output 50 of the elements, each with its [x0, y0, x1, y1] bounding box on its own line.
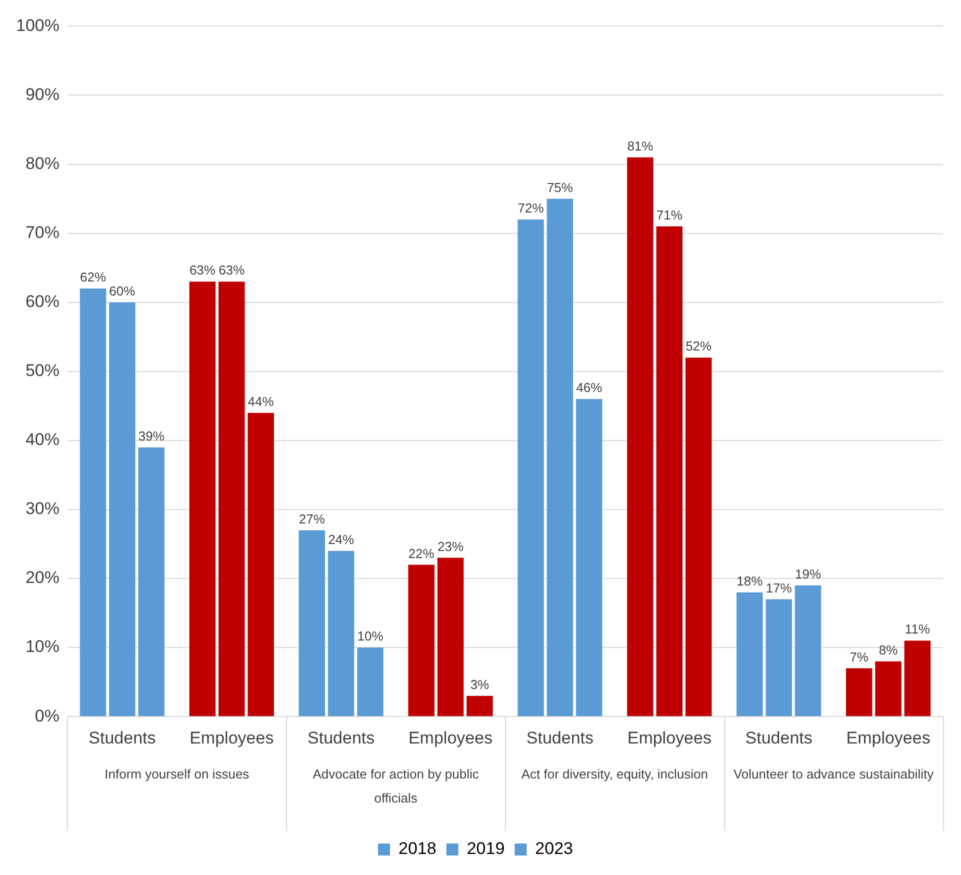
data-label: 71% — [656, 207, 683, 222]
y-tick-label: 10% — [25, 637, 60, 656]
x-tick-label: Students — [88, 728, 156, 748]
legend-label: 2023 — [535, 839, 573, 858]
x-tick-label: Employees — [846, 728, 930, 748]
x-tick-label: Students — [745, 728, 812, 748]
data-label: 81% — [627, 138, 654, 154]
x-tick-label: Employees — [190, 728, 274, 748]
data-label: 46% — [576, 380, 603, 396]
data-label: 63% — [189, 262, 216, 278]
y-tick-label: 50% — [25, 361, 60, 380]
y-tick-label: 0% — [34, 706, 60, 726]
text: Advocate for action by public officials — [312, 766, 480, 806]
x-tick-label: Employees — [627, 728, 712, 748]
x-tick-label: Employees — [408, 728, 493, 748]
data-label: 23% — [438, 538, 464, 554]
x-tick-label: Students — [308, 728, 375, 748]
data-label: 52% — [686, 338, 712, 354]
y-tick-label: 40% — [25, 430, 60, 450]
y-tick-label: 20% — [25, 568, 60, 588]
y-tick-label: 70% — [25, 223, 60, 242]
data-label: 17% — [766, 580, 792, 596]
data-label: 8% — [878, 642, 898, 658]
text: Volunteer to advance sustainability — [733, 766, 934, 782]
data-label: 62% — [80, 270, 106, 285]
x-tick-label: Students — [526, 728, 594, 748]
data-label: 72% — [518, 200, 544, 216]
y-tick-label: 60% — [25, 292, 60, 312]
data-label: 60% — [109, 283, 136, 298]
data-label: 18% — [736, 573, 764, 588]
data-label: 7% — [850, 649, 869, 664]
text: Act for diversity, equity, inclusion — [521, 766, 708, 782]
y-tick-label: 80% — [25, 154, 60, 173]
y-tick-label: 100% — [16, 16, 60, 35]
data-label: 3% — [470, 676, 490, 692]
data-label: 10% — [357, 628, 384, 644]
data-label: 24% — [328, 532, 355, 547]
data-label: 75% — [546, 180, 574, 195]
legend-label: 2018 — [398, 839, 436, 858]
legend-label: 2019 — [466, 839, 505, 858]
data-label: 63% — [218, 262, 246, 278]
y-tick-label: 90% — [25, 84, 60, 104]
text: Inform yourself on issues — [104, 766, 250, 782]
data-label: 27% — [298, 511, 326, 526]
data-label: 11% — [904, 622, 930, 637]
y-tick-label: 30% — [25, 499, 60, 518]
data-label: 22% — [408, 546, 435, 561]
data-label: 39% — [138, 428, 165, 444]
data-label: 19% — [795, 566, 822, 582]
data-label: 44% — [248, 394, 274, 409]
